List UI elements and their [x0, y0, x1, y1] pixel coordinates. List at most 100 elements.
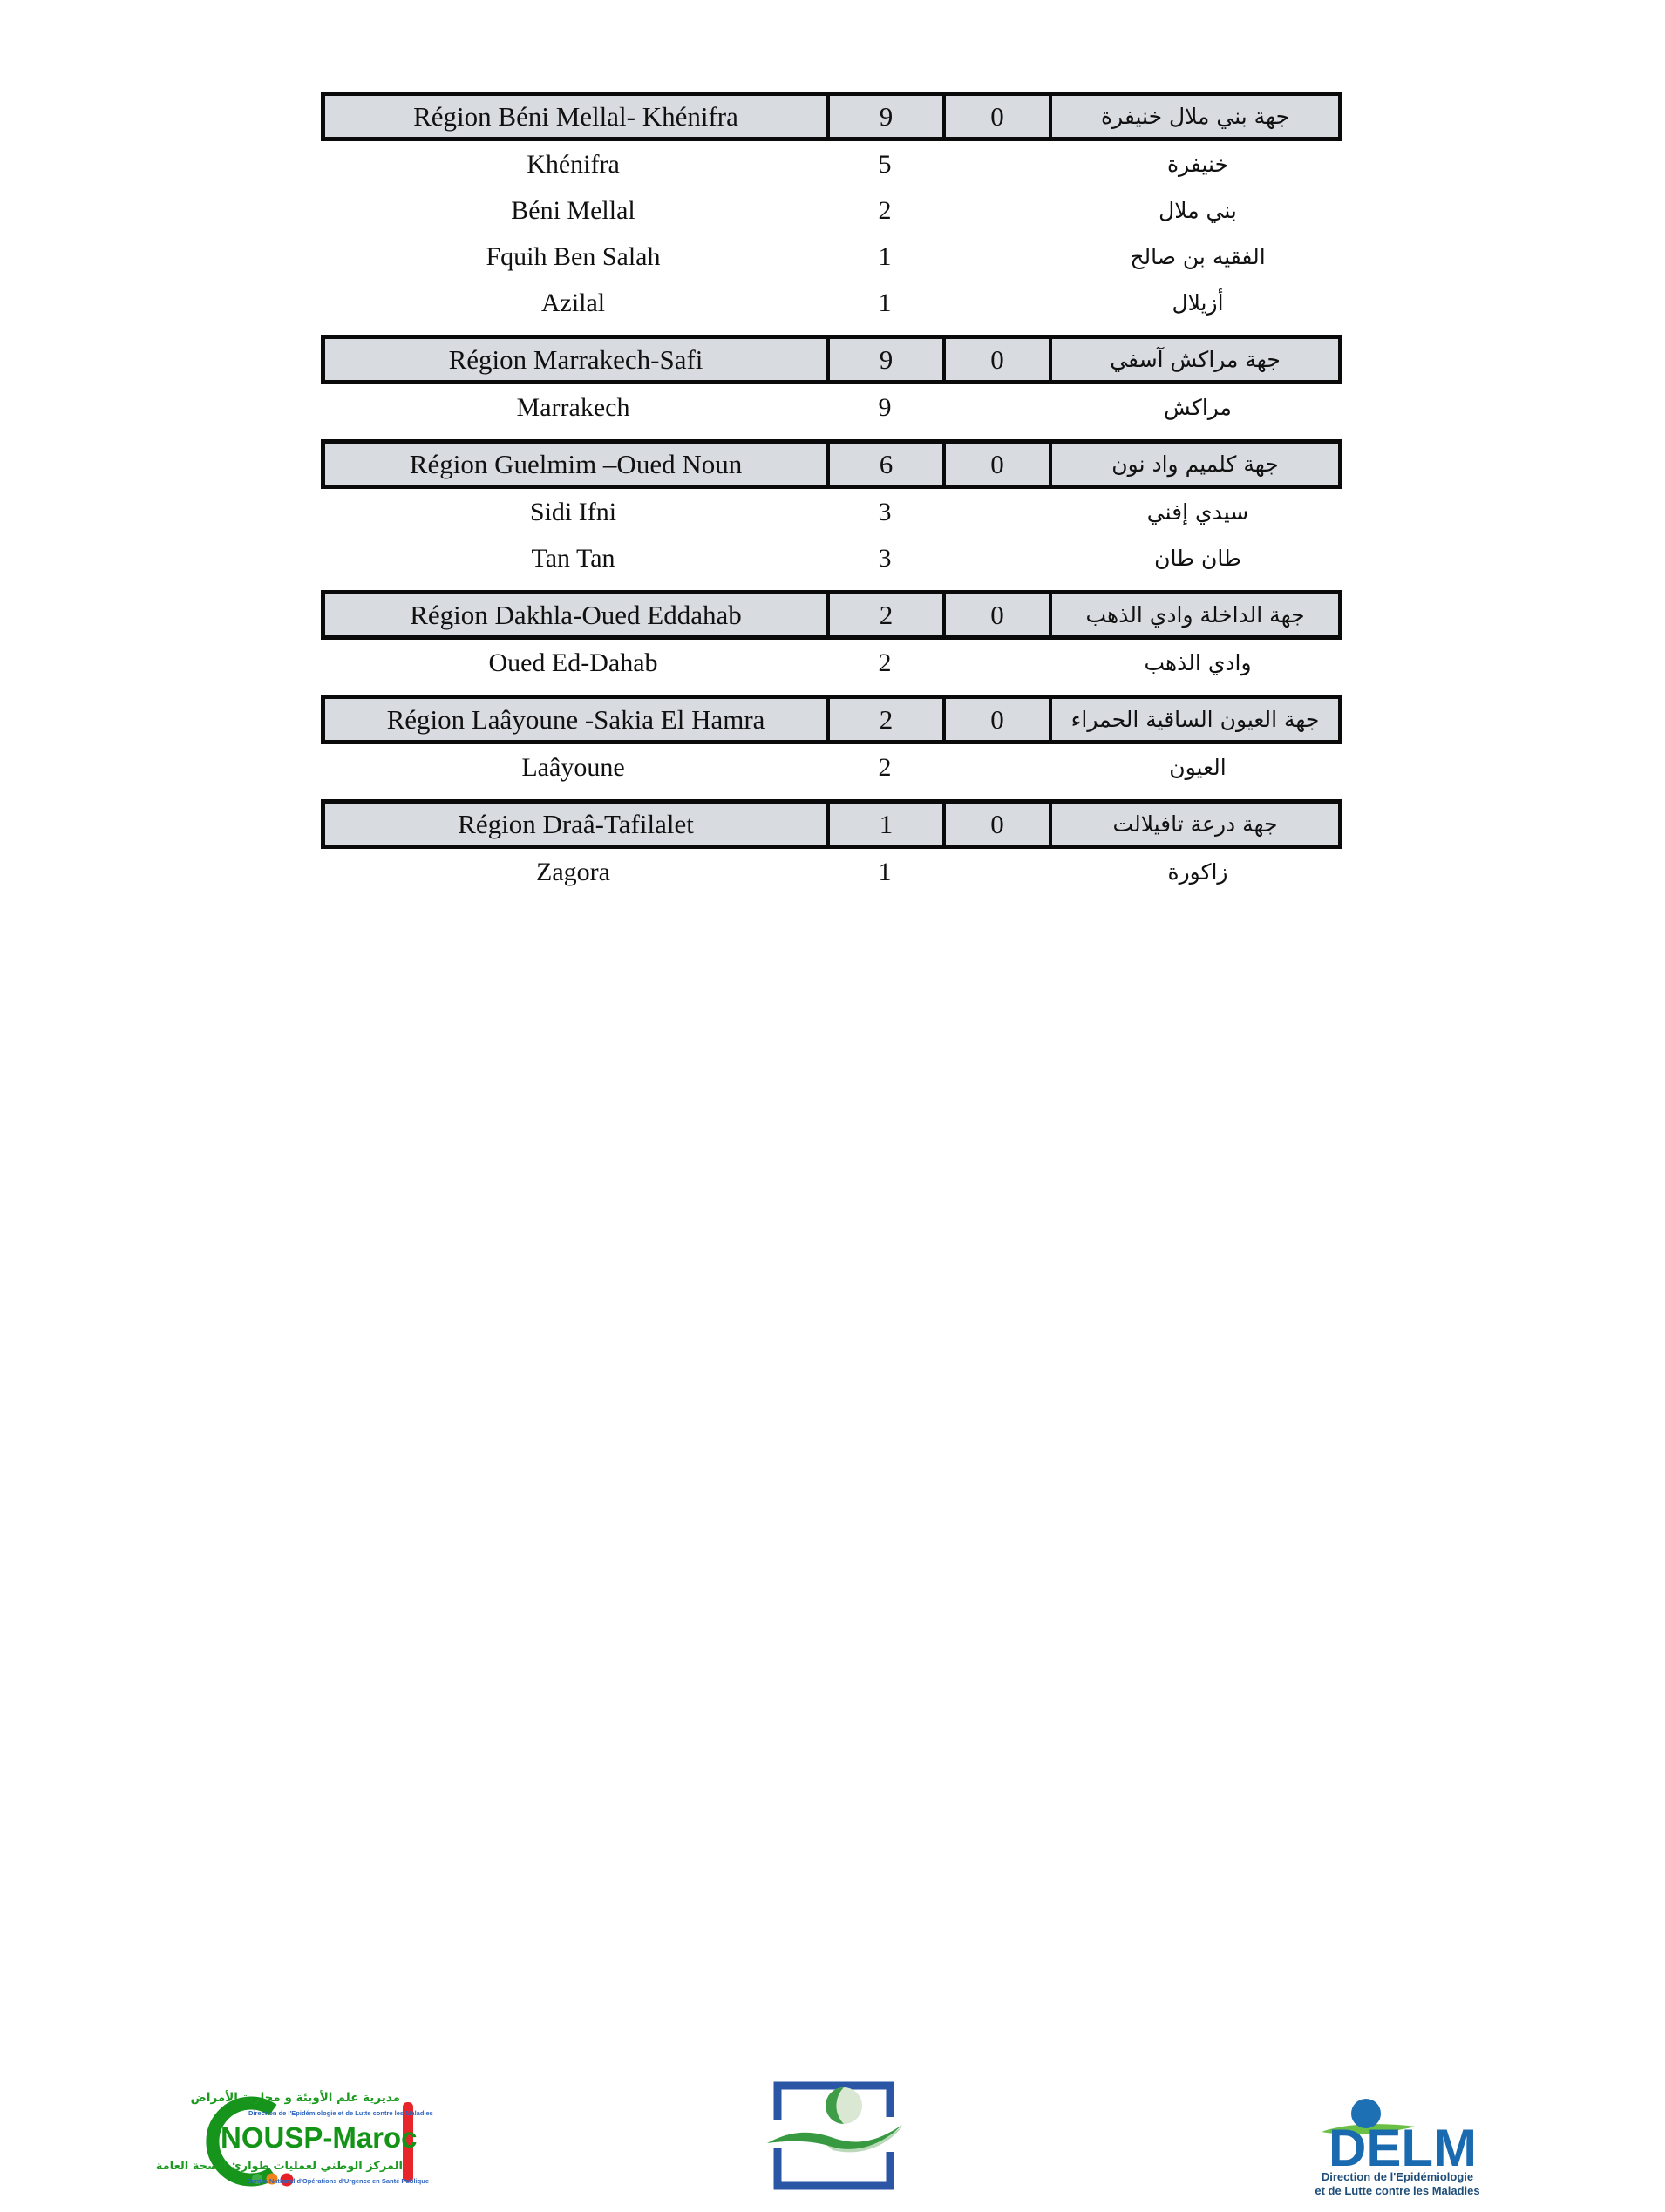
province-row: Marrakech 9 مراكش [321, 384, 1342, 431]
region-section: Région Laâyoune -Sakia El Hamra 2 0 جهة … [321, 695, 1342, 790]
province-row: Oued Ed-Dahab 2 وادي الذهب [321, 640, 1342, 686]
region-count-cell: 1 [826, 804, 942, 845]
province-row: Tan Tan 3 طان طان [321, 535, 1342, 581]
province-count: 5 [878, 149, 892, 179]
region-section: Région Guelmim –Oued Noun 6 0 جهة كلميم … [321, 439, 1342, 581]
province-row: Béni Mellal 2 بني ملال [321, 187, 1342, 234]
delm-logo: DELM Direction de l'Epidémiologie et de … [1315, 2090, 1480, 2199]
region-header-row: Région Guelmim –Oued Noun 6 0 جهة كلميم … [321, 439, 1342, 489]
delm-subtitle-line2: et de Lutte contre les Maladies [1315, 2184, 1480, 2197]
region-zero-cell: 0 [942, 339, 1049, 380]
region-name-fr: Région Laâyoune -Sakia El Hamra [386, 703, 765, 735]
region-header-row: Région Dakhla-Oued Eddahab 2 0 جهة الداخ… [321, 590, 1342, 640]
region-section: Région Marrakech-Safi 9 0 جهة مراكش آسفي… [321, 335, 1342, 431]
province-row: Fquih Ben Salah 1 الفقيه بن صالح [321, 234, 1342, 280]
region-count-cell: 2 [826, 699, 942, 740]
province-name-ar: بني ملال [1159, 198, 1237, 223]
province-count: 9 [878, 392, 892, 422]
province-name-ar: مراكش [1164, 395, 1232, 420]
province-count: 1 [878, 288, 892, 317]
region-name-ar: جهة العيون الساقية الحمراء [1049, 699, 1338, 740]
region-count-cell: 6 [826, 444, 942, 485]
province-rows: Sidi Ifni 3 سيدي إفني Tan Tan 3 طان طان [321, 489, 1342, 581]
province-name-fr: Zagora [536, 857, 610, 886]
nousp-french-center-label: Centre National d'Opérations d'Urgence e… [247, 2177, 430, 2185]
ministry-health-logo [765, 2076, 905, 2193]
province-count: 2 [878, 648, 892, 677]
province-name-fr: Sidi Ifni [529, 497, 617, 526]
region-header-row: Région Marrakech-Safi 9 0 جهة مراكش آسفي [321, 335, 1342, 384]
region-zero-cell: 0 [942, 96, 1049, 137]
footer-logos: مديرية علم الأوبئة و محاربة الأمراض Dire… [0, 2066, 1665, 2212]
region-header-row: Région Béni Mellal- Khénifra 9 0 جهة بني… [321, 92, 1342, 141]
region-header-row: Région Laâyoune -Sakia El Hamra 2 0 جهة … [321, 695, 1342, 744]
province-row: Khénifra 5 خنيفرة [321, 141, 1342, 187]
province-rows: Oued Ed-Dahab 2 وادي الذهب [321, 640, 1342, 686]
province-name-fr: Azilal [540, 288, 606, 317]
region-section: Région Dakhla-Oued Eddahab 2 0 جهة الداخ… [321, 590, 1342, 686]
nousp-maroc-logo: مديرية علم الأوبئة و محاربة الأمراض Dire… [155, 2087, 433, 2196]
region-name-ar: جهة كلميم واد نون [1049, 444, 1338, 485]
region-zero-cell: 0 [942, 444, 1049, 485]
province-rows: Khénifra 5 خنيفرة Béni Mellal 2 بني ملال… [321, 141, 1342, 326]
region-zero-cell: 0 [942, 804, 1049, 845]
province-rows: Laâyoune 2 العيون [321, 744, 1342, 790]
province-name-ar: خنيفرة [1166, 152, 1229, 177]
province-count: 2 [878, 752, 892, 782]
province-count: 1 [878, 857, 892, 886]
region-count-cell: 2 [826, 594, 942, 635]
region-header-row: Région Draâ-Tafilalet 1 0 جهة درعة تافيل… [321, 799, 1342, 849]
province-rows: Marrakech 9 مراكش [321, 384, 1342, 431]
delm-title: DELM [1329, 2119, 1477, 2177]
regions-table: Région Béni Mellal- Khénifra 9 0 جهة بني… [321, 92, 1342, 904]
region-name-ar: جهة بني ملال خنيفرة [1049, 96, 1338, 137]
region-section: Région Draâ-Tafilalet 1 0 جهة درعة تافيل… [321, 799, 1342, 895]
province-count: 3 [878, 497, 892, 526]
province-name-ar: وادي الذهب [1144, 650, 1252, 675]
province-name-ar: العيون [1169, 755, 1227, 780]
region-count-cell: 9 [826, 96, 942, 137]
region-zero-cell: 0 [942, 594, 1049, 635]
province-name-ar: أزيلال [1172, 290, 1224, 316]
region-name-ar: جهة الداخلة وادي الذهب [1049, 594, 1338, 635]
region-name-fr: Région Draâ-Tafilalet [458, 808, 694, 839]
nousp-c-arc-icon [206, 2096, 413, 2187]
ministry-frame-wave-icon [767, 2081, 903, 2190]
province-row: Zagora 1 زاكورة [321, 849, 1342, 895]
province-name-fr: Khénifra [527, 149, 620, 179]
region-name-fr: Région Marrakech-Safi [448, 343, 703, 375]
nousp-french-direction-label: Direction de l'Epidémiologie et de Lutte… [248, 2109, 433, 2117]
region-name-ar: جهة درعة تافيلالت [1049, 804, 1338, 845]
delm-subtitle-line1: Direction de l'Epidémiologie [1321, 2170, 1474, 2183]
province-name-fr: Tan Tan [531, 543, 615, 573]
province-name-ar: طان طان [1154, 546, 1241, 571]
province-count: 2 [878, 195, 892, 225]
region-name-ar: جهة مراكش آسفي [1049, 339, 1338, 380]
province-name-fr: Oued Ed-Dahab [488, 648, 658, 677]
province-name-fr: Béni Mellal [511, 195, 635, 225]
province-name-ar: زاكورة [1167, 859, 1228, 885]
region-name-fr: Région Guelmim –Oued Noun [409, 448, 743, 479]
province-count: 1 [878, 241, 892, 271]
nousp-arabic-direction-label: مديرية علم الأوبئة و محاربة الأمراض [190, 2091, 400, 2105]
nousp-arabic-center-label: المركز الوطني لعمليات طوارئ الصحة العامة [155, 2160, 403, 2173]
region-zero-cell: 0 [942, 699, 1049, 740]
province-name-ar: الفقيه بن صالح [1130, 244, 1266, 269]
province-row: Laâyoune 2 العيون [321, 744, 1342, 790]
province-name-fr: Laâyoune [521, 752, 625, 782]
province-row: Sidi Ifni 3 سيدي إفني [321, 489, 1342, 535]
delm-person-swoosh-icon [1322, 2099, 1416, 2134]
province-rows: Zagora 1 زاكورة [321, 849, 1342, 895]
delm-subtitle: Direction de l'Epidémiologie et de Lutte… [1315, 2170, 1480, 2198]
region-name-fr: Région Béni Mellal- Khénifra [413, 100, 738, 132]
region-section: Région Béni Mellal- Khénifra 9 0 جهة بني… [321, 92, 1342, 326]
province-name-fr: Marrakech [516, 392, 630, 422]
province-name-ar: سيدي إفني [1146, 499, 1249, 525]
region-count-cell: 9 [826, 339, 942, 380]
province-count: 3 [878, 543, 892, 573]
nousp-title: NOUSP-Maroc [221, 2121, 418, 2154]
province-name-fr: Fquih Ben Salah [486, 241, 661, 271]
region-name-fr: Région Dakhla-Oued Eddahab [410, 599, 742, 630]
province-row: Azilal 1 أزيلال [321, 280, 1342, 326]
